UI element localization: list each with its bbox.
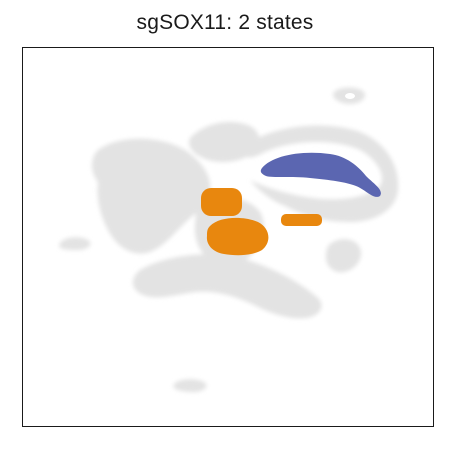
state-1-cluster-a — [201, 188, 242, 216]
cluster-small-left — [59, 237, 91, 250]
ring-hole — [345, 93, 355, 99]
cluster-lower-band — [132, 254, 322, 319]
cluster-left-lobe — [92, 138, 211, 254]
state-2-cluster — [260, 152, 381, 197]
state-1-cluster-b — [206, 217, 269, 256]
plot-frame — [22, 47, 434, 427]
cluster-small-bottom — [173, 379, 207, 392]
state-1-cluster-c — [281, 214, 322, 226]
cluster-right-ring — [240, 125, 399, 222]
state-1-cells — [201, 188, 322, 256]
state-2-cells — [260, 152, 381, 197]
cluster-mid-right — [326, 239, 362, 273]
chart-title: sgSOX11: 2 states — [136, 11, 314, 34]
background-cells — [59, 87, 399, 392]
